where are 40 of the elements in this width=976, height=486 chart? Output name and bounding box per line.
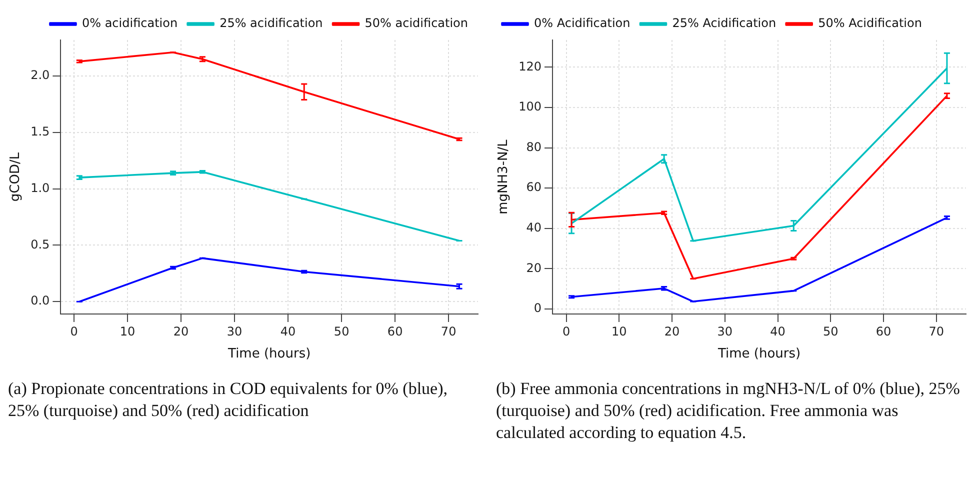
y-tick-label: 120 — [518, 59, 542, 74]
x-tick-label: 30 — [226, 324, 242, 338]
y-tick-label: 2.0 — [30, 68, 50, 82]
legend-label: 50% acidification — [364, 16, 468, 30]
legend-label: 0% acidification — [82, 16, 178, 30]
y-tick-label: 0.5 — [30, 237, 50, 252]
text: (a) Propionate concentrations in COD equivalents for 0% (blue), 25% (turquoise) and 50% (red) acidification — [7, 378, 449, 422]
y-tick-label: 60 — [526, 180, 542, 194]
legend-label: 50% Acidification — [818, 16, 922, 30]
x-tick-label: 50 — [334, 324, 350, 338]
x-tick-label: 70 — [928, 324, 944, 338]
y-tick-label: 20 — [526, 260, 542, 275]
legend-label: 0% Acidification — [534, 16, 630, 30]
y-tick-label: 40 — [526, 220, 542, 234]
y-tick-label: 1.0 — [30, 180, 50, 195]
x-tick-label: 0 — [562, 324, 570, 338]
y-axis-title: mgNH3-N/L — [496, 138, 512, 214]
x-tick-label: 20 — [664, 324, 680, 338]
x-axis-title: Time (hours) — [227, 346, 311, 362]
x-tick-label: 60 — [387, 324, 403, 338]
x-tick-label: 40 — [280, 324, 296, 338]
x-tick-label: 10 — [611, 324, 627, 338]
legend-label: 25% Acidification — [672, 16, 776, 30]
x-tick-label: 40 — [770, 324, 786, 338]
x-tick-label: 20 — [173, 324, 189, 338]
text: (b) Free ammonia concentrations in mgNH3-N/L of 0% (blue), 25% (turquoise) and 50% (red) acidification. Free ammonia was calculated according to equation 4.5. — [495, 378, 961, 444]
y-tick-label: 80 — [526, 140, 542, 154]
y-tick-label: 100 — [518, 100, 542, 114]
x-tick-label: 50 — [822, 324, 838, 338]
y-tick-label: 0.0 — [30, 294, 50, 308]
y-tick-label: 0 — [534, 301, 542, 316]
x-tick-label: 0 — [70, 324, 78, 338]
x-axis-title: Time (hours) — [716, 346, 801, 362]
x-tick-label: 60 — [876, 324, 892, 338]
y-tick-label: 1.5 — [30, 124, 50, 139]
x-tick-label: 30 — [717, 324, 733, 338]
x-tick-label: 10 — [120, 324, 136, 338]
legend-label: 25% acidification — [220, 16, 323, 30]
y-axis-title: gCOD/L — [8, 152, 24, 202]
x-tick-label: 70 — [440, 324, 456, 338]
